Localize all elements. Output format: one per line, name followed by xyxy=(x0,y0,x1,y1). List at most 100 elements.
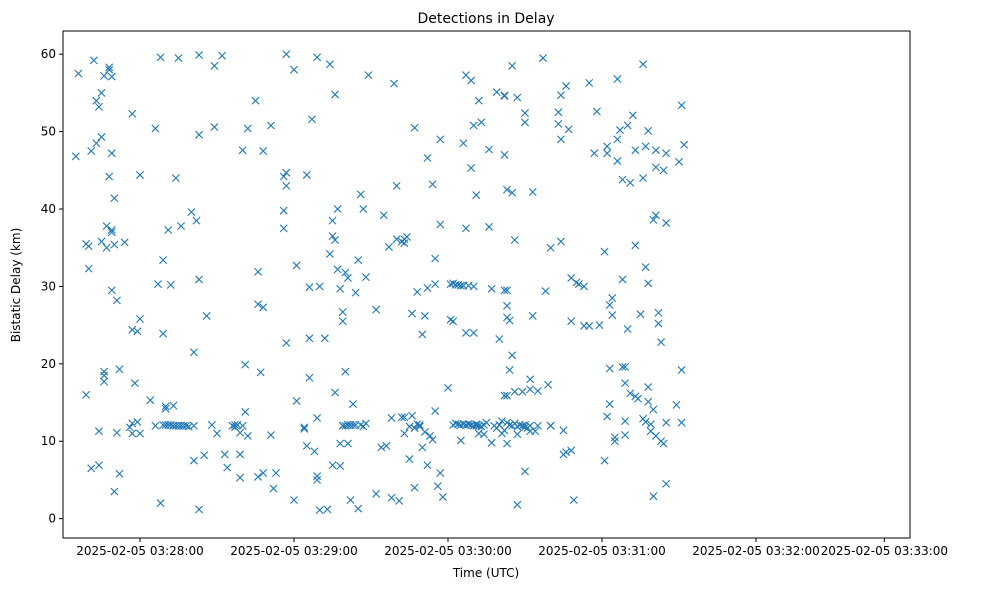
data-point xyxy=(633,394,642,403)
data-point xyxy=(603,142,612,151)
data-point xyxy=(402,232,411,241)
data-point xyxy=(100,371,109,380)
data-point xyxy=(467,164,476,172)
data-point xyxy=(241,407,250,416)
data-point xyxy=(331,388,340,397)
data-point xyxy=(84,242,93,251)
data-point xyxy=(349,400,358,409)
data-point xyxy=(654,308,663,317)
data-point xyxy=(505,366,514,375)
data-point xyxy=(662,218,671,227)
data-point xyxy=(336,284,345,293)
data-point xyxy=(672,400,681,409)
data-point xyxy=(521,109,529,118)
data-point xyxy=(659,439,668,448)
data-point xyxy=(644,126,653,135)
data-point xyxy=(580,282,589,291)
data-point xyxy=(603,149,612,158)
data-point xyxy=(400,429,409,438)
data-point xyxy=(361,419,370,428)
data-point xyxy=(259,146,268,155)
data-point xyxy=(651,211,660,220)
data-point xyxy=(626,178,635,187)
data-point xyxy=(379,211,388,220)
data-point xyxy=(136,314,144,323)
data-point xyxy=(195,505,204,514)
data-point xyxy=(346,496,355,505)
data-point xyxy=(315,506,324,515)
data-point xyxy=(544,380,553,389)
data-point xyxy=(418,330,427,339)
data-point xyxy=(323,505,332,514)
data-point xyxy=(151,124,160,133)
data-point xyxy=(292,261,301,270)
data-point xyxy=(562,81,571,90)
data-point xyxy=(159,329,168,338)
data-point xyxy=(174,54,183,63)
data-point xyxy=(254,472,263,481)
data-point xyxy=(482,418,491,427)
data-point xyxy=(459,139,468,148)
data-point xyxy=(456,281,465,290)
data-point xyxy=(133,327,142,336)
y-tick-label: 50 xyxy=(41,125,56,139)
data-point xyxy=(592,107,601,116)
data-point xyxy=(659,166,668,175)
x-tick-label: 2025-02-05 03:33:00 xyxy=(821,544,948,558)
data-point xyxy=(82,390,91,399)
data-point xyxy=(469,328,478,337)
data-point xyxy=(423,153,432,162)
data-point xyxy=(461,328,470,337)
data-point xyxy=(426,431,435,440)
data-point xyxy=(107,149,116,158)
y-tick-label: 20 xyxy=(41,357,56,371)
data-point xyxy=(621,431,630,440)
data-point xyxy=(328,216,337,225)
data-point xyxy=(136,429,144,438)
data-point xyxy=(423,283,432,292)
data-point xyxy=(153,280,162,289)
data-point xyxy=(279,206,288,215)
data-point xyxy=(408,309,417,318)
data-point xyxy=(608,294,617,303)
data-point xyxy=(136,170,144,179)
x-tick-label: 2025-02-05 03:30:00 xyxy=(384,544,511,558)
data-point xyxy=(269,484,278,493)
data-point xyxy=(657,338,666,347)
data-point xyxy=(325,60,334,69)
data-point xyxy=(390,79,399,88)
data-point xyxy=(574,280,583,289)
data-point xyxy=(477,118,486,127)
data-point xyxy=(292,397,301,405)
data-point xyxy=(266,121,275,130)
data-point xyxy=(305,283,314,292)
data-point xyxy=(621,417,630,426)
data-point xyxy=(521,118,529,127)
data-point xyxy=(410,483,419,492)
data-point xyxy=(302,441,311,450)
data-point xyxy=(377,443,386,452)
data-point xyxy=(125,423,134,432)
data-point xyxy=(615,126,624,135)
data-point xyxy=(646,420,655,429)
data-point xyxy=(97,237,106,246)
data-point xyxy=(410,123,419,132)
plot-frame xyxy=(62,30,911,539)
data-point xyxy=(533,421,542,430)
data-point xyxy=(282,338,291,347)
data-point xyxy=(556,237,565,246)
data-point xyxy=(639,174,648,183)
data-point xyxy=(495,335,504,344)
plot-background xyxy=(63,31,910,538)
data-point xyxy=(503,286,512,295)
data-point xyxy=(207,421,216,429)
data-point xyxy=(310,447,319,456)
data-point xyxy=(449,317,458,326)
data-point xyxy=(156,499,165,508)
data-point xyxy=(677,101,686,110)
data-point xyxy=(243,431,252,440)
data-point xyxy=(623,325,632,333)
data-point xyxy=(500,286,509,295)
data-point xyxy=(336,462,345,471)
